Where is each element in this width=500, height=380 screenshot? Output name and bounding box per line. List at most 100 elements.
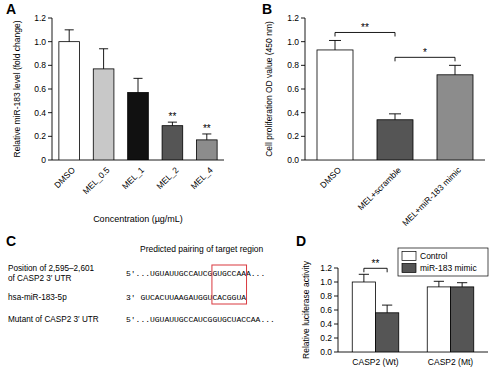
bar (377, 120, 413, 160)
bar (128, 93, 149, 160)
y-tick-label: 0.6 (34, 84, 46, 94)
y-tick-label: 1.2 (34, 13, 46, 23)
error-bar (449, 65, 461, 74)
panel-label: D (296, 233, 306, 249)
error-bar (65, 30, 74, 42)
significance-bracket (395, 57, 455, 61)
x-tick-label: MEL_1 (120, 165, 146, 191)
y-tick-label: 0.2 (320, 333, 332, 343)
bar (352, 282, 375, 352)
y-tick (48, 41, 52, 42)
y-tick (48, 112, 52, 113)
y-tick (334, 282, 338, 283)
y-tick (334, 310, 338, 311)
y-tick-label: 0.8 (320, 291, 332, 301)
y-tick-label: 0 (41, 155, 46, 165)
y-tick-label: 0.0 (320, 347, 332, 357)
figure: A Relative miR-183 level (fold change) 0 0.… (0, 0, 500, 380)
bar (427, 287, 450, 352)
sequence: 5′...UGUAUUGCCAUCGGUGCCAAA... (126, 269, 265, 278)
x-tick-label: MEL+miR-183 mimic (400, 164, 464, 228)
legend-frame (398, 248, 488, 276)
significance-label: ** (203, 123, 211, 134)
significance-bracket (335, 32, 395, 36)
y-tick (301, 65, 305, 66)
x-tick-label: CASP2 (Wt) (352, 357, 398, 367)
chart-0: A Relative miR-183 level (fold change) 0 0.… (6, 1, 224, 224)
y-tick (334, 352, 338, 353)
x-tick-label: MEL_2 (154, 165, 180, 191)
error-bar (434, 281, 444, 287)
y-tick (301, 89, 305, 90)
significance-label: * (423, 47, 427, 58)
bar (317, 50, 353, 160)
y-tick-label: 0.8 (287, 60, 299, 70)
y-tick (301, 136, 305, 137)
error-bar (359, 274, 369, 282)
y-tick (301, 41, 305, 42)
bar (196, 140, 217, 160)
pairing-panel: CPredicted pairing of target regionPosit… (6, 233, 275, 324)
y-tick (48, 160, 52, 161)
bar (59, 42, 80, 160)
y-tick-label: 0.4 (287, 108, 299, 118)
legend-label: miR-183 mimic (420, 263, 477, 273)
y-tick-label: 1.0 (287, 37, 299, 47)
y-axis-label: Relative luciferase activity (301, 260, 311, 359)
row-label: of CASP2 3′ UTR (8, 274, 72, 283)
significance-label: ** (361, 22, 369, 33)
error-bar (99, 49, 108, 69)
chart-1: BCell proliferation OD value (450 nm)0.0… (262, 1, 485, 228)
y-tick-label: 1.2 (320, 263, 332, 273)
y-tick-label: 1.0 (34, 37, 46, 47)
y-tick-label: 0.6 (287, 84, 299, 94)
row-label: Mutant of CASP2 3′ UTR (8, 315, 99, 324)
marks (317, 40, 473, 160)
y-axis-label: Cell proliferation OD value (450 nm) (264, 21, 274, 157)
x-tick-label: MEL_4 (189, 165, 215, 191)
x-tick-label: DMSO (318, 165, 343, 190)
sequence: 5′...UGUAUUGCCAUCGGUGCUACCAA... (126, 315, 275, 324)
y-tick (48, 89, 52, 90)
y-tick-label: 0.4 (34, 108, 46, 118)
y-tick-label: 0.8 (34, 60, 46, 70)
y-tick-label: 0.6 (320, 305, 332, 315)
y-tick (334, 268, 338, 269)
error-bar (389, 114, 401, 120)
legend-swatch (402, 264, 416, 273)
background (0, 0, 500, 380)
y-tick-label: 1.2 (287, 13, 299, 23)
heading: Predicted pairing of target region (140, 244, 264, 254)
y-tick-label: 0.4 (320, 319, 332, 329)
y-tick (334, 296, 338, 297)
error-bar (168, 122, 177, 126)
panel-label: B (262, 1, 272, 17)
legend-label: Control (420, 251, 448, 261)
row-label: Position of 2,595–2,601 (8, 264, 94, 273)
seed-highlight (212, 265, 247, 304)
y-tick (334, 338, 338, 339)
y-tick (48, 136, 52, 137)
sequence: 3′ GUCACUUAAGAUGGUCACGGUA (126, 293, 246, 302)
bar (437, 75, 473, 160)
significance-label: ** (169, 111, 177, 122)
marks (59, 30, 217, 160)
panel-label: A (6, 1, 16, 17)
error-bar (133, 78, 142, 92)
y-axis-label: Relative miR-183 level (fold change) (12, 20, 22, 157)
x-tick-label: CASP2 (Mt) (428, 357, 474, 367)
x-tick-label: DMSO (52, 165, 77, 190)
legend: Control miR-183 mimic (398, 248, 488, 276)
bar (93, 69, 114, 160)
y-tick-label: 0.2 (34, 131, 46, 141)
bar (451, 287, 474, 352)
error-bar (329, 40, 341, 49)
y-tick-label: 0.2 (287, 131, 299, 141)
y-tick (301, 160, 305, 161)
row-label: hsa-miR-183-5p (8, 293, 67, 302)
error-bar (457, 283, 467, 287)
bar (376, 313, 399, 352)
y-tick (48, 65, 52, 66)
marks (352, 274, 474, 352)
error-bar (202, 134, 211, 140)
